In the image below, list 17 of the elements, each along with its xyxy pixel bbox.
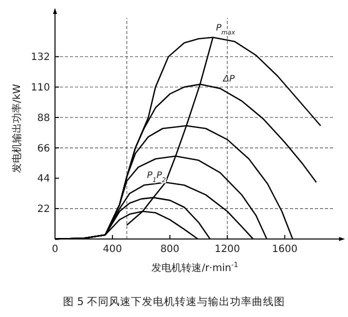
annotation: P$_{1}$P$_{2}$	[147, 171, 166, 184]
y-tick-label: 88	[37, 112, 50, 124]
y-tick-label: 110	[30, 82, 50, 94]
x-tick-label: 1600	[272, 244, 298, 255]
x-tick-label: 0	[52, 244, 58, 255]
text: 图 5 不同风速下发电机转速与输出功率曲线图	[62, 295, 286, 308]
annotation: ΔP	[222, 74, 236, 84]
x-tick-label: 800	[160, 244, 180, 255]
y-tick-label: 132	[30, 52, 50, 64]
y-tick-label: 66	[37, 143, 50, 154]
x-axis-title: 发电机转速/r·min$^{-1}$	[152, 261, 238, 274]
x-tick-label: 400	[102, 244, 122, 255]
y-tick-label: 44	[37, 174, 50, 185]
annotation: P$_{max}$	[216, 23, 236, 36]
x-tick-label: 1200	[214, 244, 240, 255]
y-tick-label: 22	[37, 204, 50, 216]
y-axis-title: 发电机输出功率/kW	[11, 84, 23, 174]
